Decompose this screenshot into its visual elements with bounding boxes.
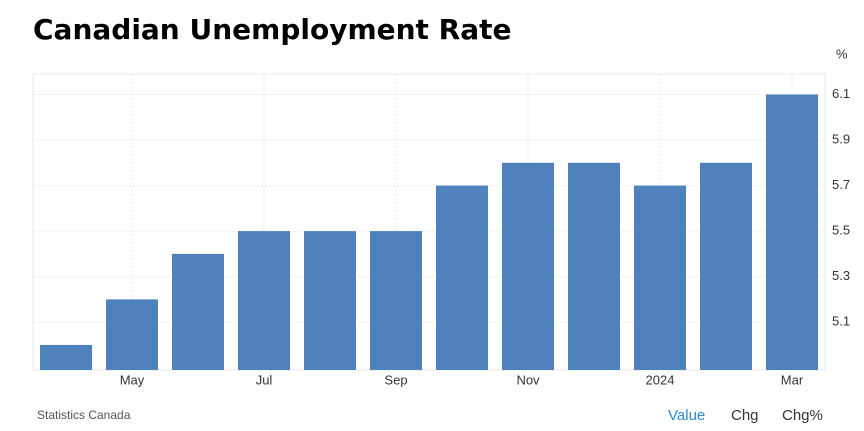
bar [238,231,290,370]
bar [172,253,224,370]
chart-title: Canadian Unemployment Rate [33,13,512,46]
bar [634,185,686,370]
x-tick-label: Sep [384,372,407,387]
plot-frame [32,73,826,371]
bar [436,185,488,370]
x-tick-label: Mar [781,372,804,387]
y-tick-label: 5.5 [832,223,850,238]
bar [40,344,92,370]
bar [568,162,620,370]
y-tick-label: 5.3 [832,268,850,283]
bar [502,162,554,370]
bar [106,299,158,370]
bar [370,231,422,370]
y-tick-label: 5.7 [832,177,850,192]
x-tick-label: Nov [516,372,540,387]
value-button[interactable]: Value [668,407,705,424]
source: Statistics Canada [37,408,131,422]
bar [700,162,752,370]
chg-pct-button[interactable]: Chg% [782,407,823,424]
bar [766,94,818,370]
y-tick-label: 6.1 [832,86,850,101]
y-tick-label: 5.9 [832,131,850,146]
x-tick-label: Jul [256,372,273,387]
x-tick-label: 2024 [646,372,675,387]
unit-label: % [836,46,848,61]
x-tick-label: May [120,372,145,387]
bar [304,231,356,370]
chg-button[interactable]: Chg [731,407,759,424]
y-tick-label: 5.1 [832,314,850,329]
